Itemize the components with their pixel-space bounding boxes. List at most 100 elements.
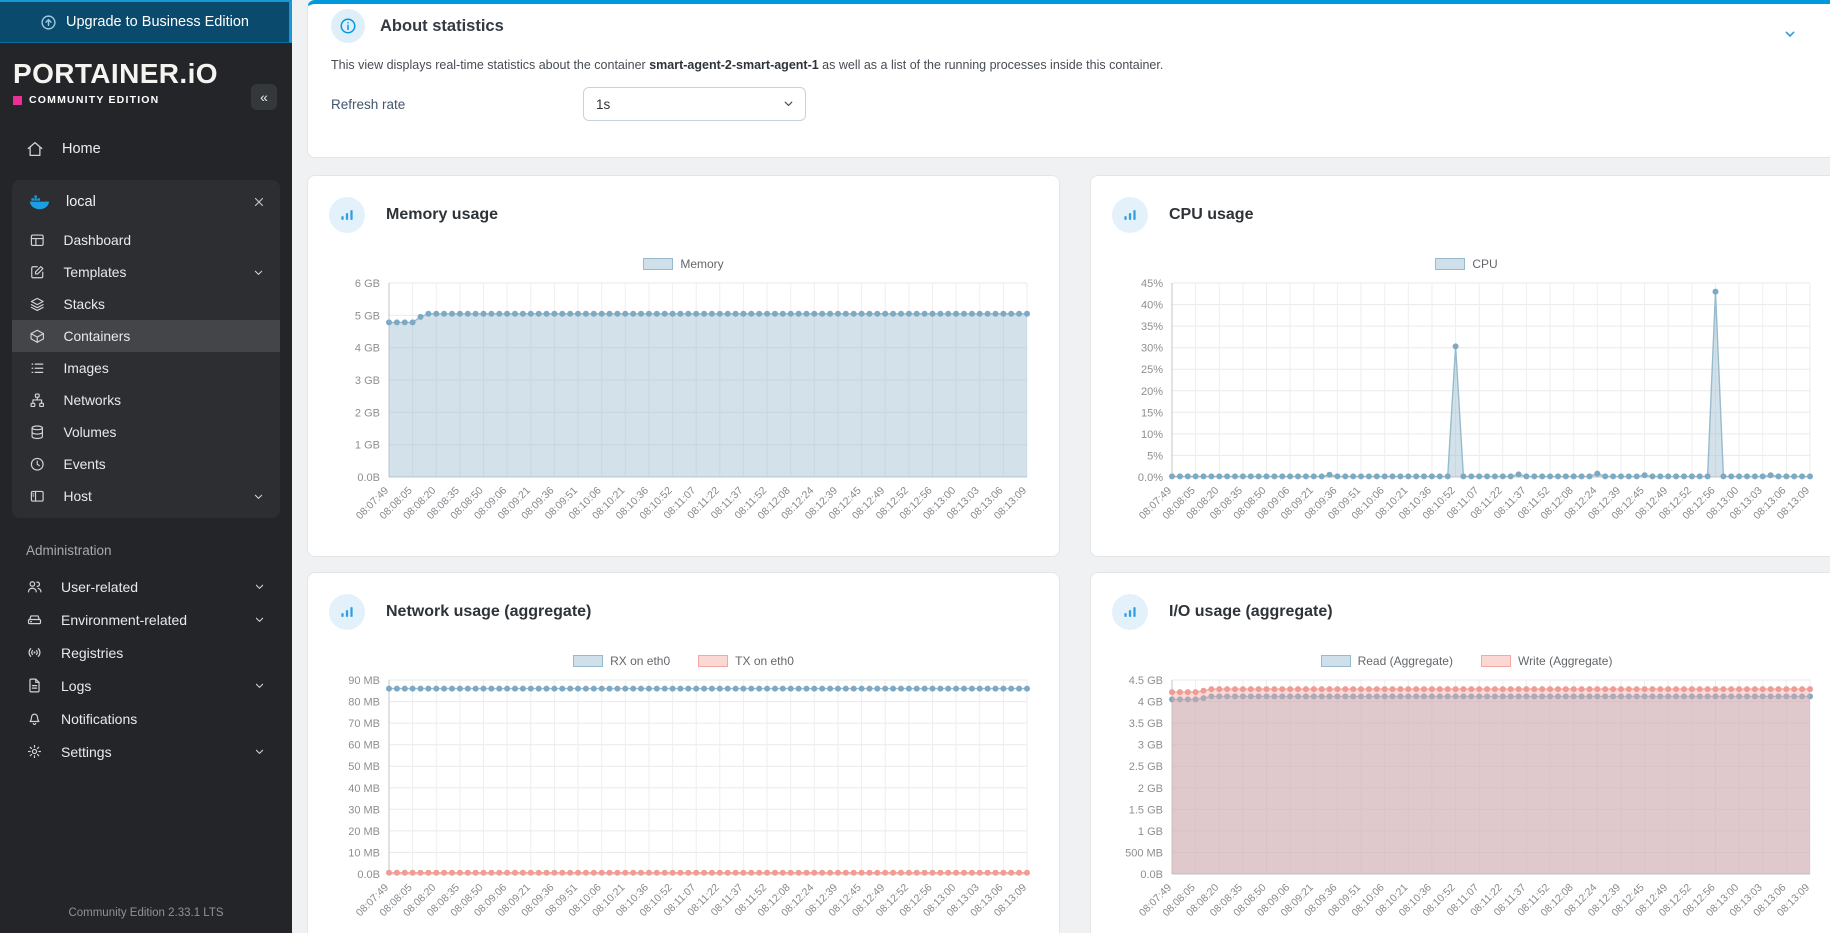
chevron-down-icon [252,579,267,594]
sidebar-item-user-related[interactable]: User-related [0,570,292,603]
svg-text:0.0B: 0.0B [357,869,380,881]
svg-text:1 GB: 1 GB [1138,826,1163,838]
sidebar-item-label: Home [62,141,101,157]
svg-text:5%: 5% [1147,450,1163,462]
sidebar-item-images[interactable]: Images [12,352,280,384]
sidebar-item-label: Stacks [64,297,105,312]
sidebar-item-logs[interactable]: Logs [0,669,292,702]
sidebar-item-home[interactable]: Home [0,130,292,168]
sidebar-item-stacks[interactable]: Stacks [12,288,280,320]
sidebar-item-events[interactable]: Events [12,448,280,480]
svg-text:4.5 GB: 4.5 GB [1129,675,1163,687]
sidebar-item-label: Environment-related [61,612,187,628]
svg-text:50 MB: 50 MB [348,761,380,773]
chevron-down-icon [252,744,267,759]
sidebar-item-label: Registries [61,645,123,661]
legend-label: RX on eth0 [610,654,670,668]
docker-whale-icon [27,190,51,214]
legend-swatch [1321,655,1351,667]
svg-text:2 GB: 2 GB [355,407,380,419]
host-icon [29,488,46,505]
logs-icon [26,677,43,694]
svg-text:500 MB: 500 MB [1125,847,1163,859]
sidebar-item-label: Events [64,457,106,472]
network-usage-chart: 90 MB80 MB70 MB60 MB50 MB40 MB30 MB20 MB… [322,672,1043,933]
notifications-icon [26,710,43,727]
legend-item: Write (Aggregate) [1481,654,1612,668]
svg-text:3 GB: 3 GB [355,375,380,387]
sidebar-item-label: Notifications [61,711,137,727]
chevron-down-icon [251,489,266,504]
sidebar-item-templates[interactable]: Templates [12,256,280,288]
legend-item: TX on eth0 [698,654,794,668]
users-icon [26,578,43,595]
svg-text:45%: 45% [1141,278,1163,290]
cpu-usage-card: CPU usage CPU 45%40%35%30%25%20%15%10%5%… [1090,175,1830,557]
sidebar-item-registries[interactable]: Registries [0,636,292,669]
info-icon [331,9,365,43]
svg-text:1 GB: 1 GB [355,440,380,452]
version-footer: Community Edition 2.33.1 LTS [0,907,292,933]
environment-header[interactable]: local [12,180,280,224]
collapse-widget-icon[interactable] [1782,26,1798,42]
legend-item: CPU [1435,257,1497,271]
environment-name: local [66,194,96,210]
arrow-up-circle-icon [40,14,57,31]
sidebar-item-networks[interactable]: Networks [12,384,280,416]
bar-chart-icon [1112,197,1148,233]
io-usage-chart: 4.5 GB4 GB3.5 GB3 GB2.5 GB2 GB1.5 GB1 GB… [1105,672,1826,933]
close-icon[interactable] [252,195,266,209]
sidebar-item-host[interactable]: Host [12,480,280,512]
chart-title: I/O usage (aggregate) [1169,603,1333,621]
io-usage-card: I/O usage (aggregate) Read (Aggregate) Wr… [1090,572,1830,933]
legend-label: Read (Aggregate) [1358,654,1453,668]
svg-text:3 GB: 3 GB [1138,740,1163,752]
svg-text:30 MB: 30 MB [348,804,380,816]
chevron-down-icon [252,612,267,627]
svg-text:3.5 GB: 3.5 GB [1129,718,1163,730]
sidebar-item-containers[interactable]: Containers [12,320,280,352]
svg-text:20 MB: 20 MB [348,826,380,838]
sidebar-item-volumes[interactable]: Volumes [12,416,280,448]
svg-text:60 MB: 60 MB [348,740,380,752]
svg-text:20%: 20% [1141,386,1163,398]
chart-title: Memory usage [386,206,498,224]
svg-text:2.5 GB: 2.5 GB [1129,761,1163,773]
refresh-rate-select[interactable]: 1s [583,87,806,121]
administration-section-label: Administration [26,543,292,558]
containers-icon [29,328,46,345]
bar-chart-icon [329,197,365,233]
logo-block: PORTAINER.iO COMMUNITY EDITION « [0,43,292,106]
svg-text:40%: 40% [1141,300,1163,312]
upgrade-banner[interactable]: Upgrade to Business Edition [0,0,292,43]
legend-swatch [643,258,673,270]
svg-text:10 MB: 10 MB [348,847,380,859]
sidebar-item-label: Dashboard [64,233,132,248]
sidebar-item-settings[interactable]: Settings [0,735,292,768]
sidebar-item-label: Logs [61,678,91,694]
svg-text:0.0B: 0.0B [357,472,380,484]
chevron-down-icon [251,265,266,280]
sidebar-item-label: Volumes [64,425,117,440]
dashboard-icon [29,232,46,249]
chart-title: Network usage (aggregate) [386,603,591,621]
upgrade-banner-label: Upgrade to Business Edition [66,14,249,30]
sidebar-item-label: Templates [64,265,127,280]
sidebar-item-notifications[interactable]: Notifications [0,702,292,735]
svg-text:2 GB: 2 GB [1138,783,1163,795]
svg-text:4 GB: 4 GB [355,343,380,355]
legend-label: Memory [680,257,723,271]
chevron-down-icon [252,678,267,693]
svg-text:5 GB: 5 GB [355,310,380,322]
sidebar-item-label: Host [64,489,92,504]
sidebar-item-environment-related[interactable]: Environment-related [0,603,292,636]
sidebar-item-label: Images [64,361,109,376]
brand-square-icon [13,96,22,105]
chart-title: CPU usage [1169,206,1253,224]
svg-text:35%: 35% [1141,321,1163,333]
sidebar-item-dashboard[interactable]: Dashboard [12,224,280,256]
svg-text:30%: 30% [1141,343,1163,355]
environments-icon [26,611,43,628]
networks-icon [29,392,46,409]
sidebar-collapse-button[interactable]: « [251,84,277,110]
